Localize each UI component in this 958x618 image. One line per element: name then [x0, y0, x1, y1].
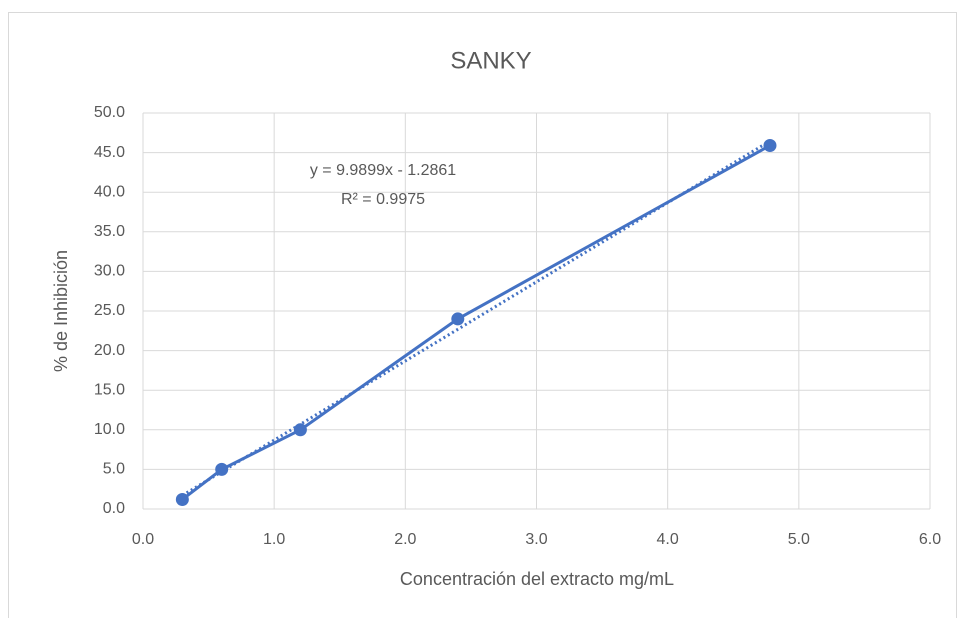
data-point [451, 312, 465, 326]
x-tick-label: 0.0 [132, 531, 154, 548]
x-tick-label: 4.0 [657, 531, 679, 548]
data-point [215, 462, 229, 476]
x-axis-label: Concentración del extracto mg/mL [400, 569, 674, 589]
y-tick-label: 40.0 [94, 183, 125, 200]
x-tick-label: 2.0 [394, 531, 416, 548]
data-point [293, 423, 307, 437]
data-point [175, 492, 189, 506]
x-tick-label: 5.0 [788, 531, 810, 548]
data-point [763, 138, 777, 152]
y-tick-label: 45.0 [94, 144, 125, 161]
y-tick-label: 5.0 [103, 461, 125, 478]
y-tick-label: 20.0 [94, 342, 125, 359]
trendline-r2: R² = 0.9975 [341, 191, 425, 208]
y-tick-label: 10.0 [94, 421, 125, 438]
y-tick-label: 35.0 [94, 223, 125, 240]
x-tick-label: 6.0 [919, 531, 941, 548]
y-tick-label: 30.0 [94, 263, 125, 280]
chart-title: SANKY [450, 47, 531, 74]
y-tick-label: 15.0 [94, 381, 125, 398]
x-tick-label: 3.0 [525, 531, 547, 548]
y-axis-label: % de Inhibición [51, 250, 71, 372]
trendline-equation: y = 9.9899x - 1.2861 [310, 162, 456, 179]
y-tick-label: 25.0 [94, 302, 125, 319]
y-tick-label: 50.0 [94, 104, 125, 121]
x-tick-label: 1.0 [263, 531, 285, 548]
y-tick-label: 0.0 [103, 500, 125, 517]
